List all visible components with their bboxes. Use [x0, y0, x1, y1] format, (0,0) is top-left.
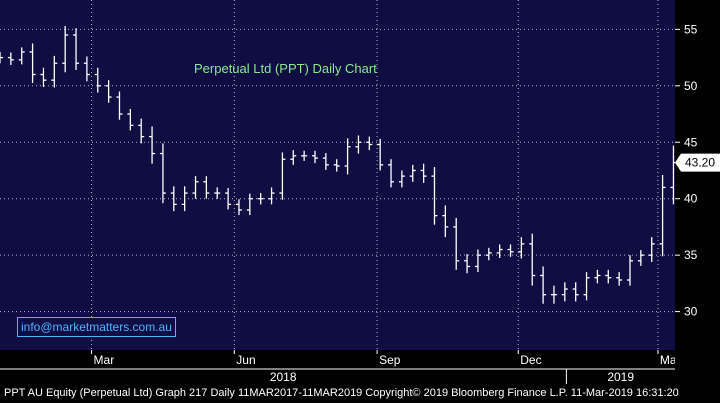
last-price-marker: 43.20 [675, 153, 720, 172]
y-tick-label: 30 [684, 305, 698, 319]
last-price-label: 43.20 [685, 156, 715, 170]
price-bar [105, 80, 112, 103]
price-bar [257, 193, 264, 205]
price-bar [62, 25, 69, 73]
price-bar [637, 250, 644, 266]
y-tick-label: 50 [684, 79, 698, 93]
x-tick-label: Mar [94, 353, 115, 367]
x-tick-label: Sep [379, 353, 401, 367]
price-bar [561, 282, 568, 302]
price-bar [246, 193, 253, 216]
footer-text: PPT AU Equity (Perpetual Ltd) Graph 217 … [4, 387, 679, 399]
price-bar [149, 126, 156, 164]
price-bar [496, 244, 503, 258]
price-bar [507, 244, 514, 257]
price-bar [388, 159, 395, 188]
chart-title: Perpetual Ltd (PPT) Daily Chart [194, 61, 377, 76]
price-bar [333, 159, 340, 172]
footer-bar: PPT AU Equity (Perpetual Ltd) Graph 217 … [0, 384, 720, 403]
price-bar [344, 138, 351, 175]
price-bar [431, 167, 438, 225]
price-bar [29, 43, 36, 83]
price-bar [7, 52, 14, 65]
price-bar [268, 187, 275, 205]
price-bar [659, 175, 666, 257]
price-bar [116, 91, 123, 120]
price-bar [464, 254, 471, 274]
price-bar [322, 152, 329, 170]
price-bar [605, 269, 612, 284]
price-bar [420, 163, 427, 183]
y-axis: 30 35 40 45 50 55 43.20 [675, 0, 720, 350]
price-bar [409, 164, 416, 182]
price-bar [616, 272, 623, 286]
price-bar [648, 237, 655, 262]
price-bar [518, 237, 525, 259]
price-bar [18, 47, 25, 65]
y-tick-label: 55 [684, 22, 698, 36]
price-bar [279, 152, 286, 200]
price-bar [529, 233, 536, 286]
x-tick-label: Mar [660, 353, 675, 367]
price-bar [583, 272, 590, 301]
price-bar [83, 56, 90, 82]
y-tick-label: 45 [684, 135, 698, 149]
price-bar [453, 217, 460, 270]
price-bar [366, 136, 373, 151]
price-bar [127, 108, 134, 131]
price-bar [235, 199, 242, 216]
price-bar [214, 187, 221, 199]
price-bar [301, 150, 308, 161]
price-bar [0, 51, 3, 64]
price-bar [203, 176, 210, 199]
price-bar [474, 249, 481, 273]
price-chart [0, 0, 677, 350]
price-bar [442, 205, 449, 238]
price-bar [355, 135, 362, 154]
price-bar [170, 186, 177, 212]
price-bar [51, 55, 58, 88]
price-bar [290, 150, 297, 165]
price-bar [627, 255, 633, 286]
x-axis-labels: Mar Jun Sep Dec Mar 2018 2019 [0, 350, 681, 384]
x-axis: Mar Jun Sep Dec Mar 2018 2019 [0, 350, 681, 384]
price-bar [138, 118, 145, 144]
x-tick-label: Jun [236, 353, 255, 367]
x-tick-label: Dec [520, 353, 541, 367]
y-tick-label: 35 [684, 248, 698, 262]
plot-area [0, 0, 677, 350]
y-axis-labels: 30 35 40 45 50 55 43.20 [675, 22, 720, 319]
price-bar [540, 266, 547, 304]
price-bar [377, 138, 384, 171]
watermark-label: info@marketmatters.com.au [17, 317, 176, 337]
price-bar [73, 28, 80, 70]
year-label: 2018 [270, 370, 297, 384]
price-bar [94, 67, 101, 93]
last-price-box [675, 153, 720, 172]
year-label: 2019 [607, 370, 634, 384]
price-bar [192, 176, 199, 199]
price-bar [159, 143, 166, 204]
price-bar [181, 186, 188, 212]
price-bar [572, 282, 579, 302]
price-bar [40, 67, 47, 87]
price-bar [312, 150, 318, 164]
price-bar [485, 247, 492, 261]
price-bar [398, 170, 405, 188]
y-tick-label: 40 [684, 192, 698, 206]
price-bar [225, 187, 232, 210]
price-bar [550, 285, 557, 304]
price-bar [594, 269, 601, 284]
